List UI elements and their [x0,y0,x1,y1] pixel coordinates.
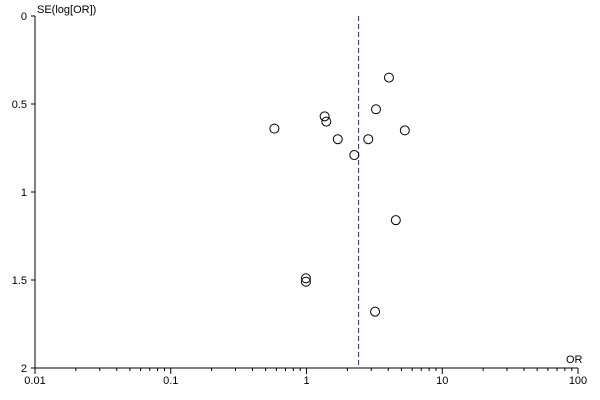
x-tick-label: 10 [436,375,448,387]
tick-marks: 0 0.5 1 1.5 20.01 0.1 1 10 100 [12,11,587,387]
study-point [370,306,381,317]
y-tick-label: 1 [21,187,27,199]
study-point [399,125,410,136]
study-point [321,116,332,127]
study-point [349,150,360,161]
x-tick-label: 0.01 [24,375,45,387]
study-point [390,215,401,226]
study-point [383,72,394,83]
y-axis-label: SE(log[OR]) [37,4,96,16]
study-point [319,111,330,122]
study-point [332,134,343,145]
y-tick-label: 0 [21,11,27,23]
x-tick-label: 0.1 [163,375,178,387]
study-point [300,276,311,287]
study-point [269,123,280,134]
study-point [300,273,311,284]
y-tick-label: 0.5 [12,99,27,111]
x-tick-label: 100 [569,375,587,387]
data-points [269,72,410,317]
study-point [370,104,381,115]
axes [34,16,578,369]
x-axis-label: OR [566,354,583,366]
study-point [363,134,374,145]
y-tick-label: 1.5 [12,275,27,287]
x-tick-label: 1 [303,375,309,387]
y-tick-label: 2 [21,363,27,375]
